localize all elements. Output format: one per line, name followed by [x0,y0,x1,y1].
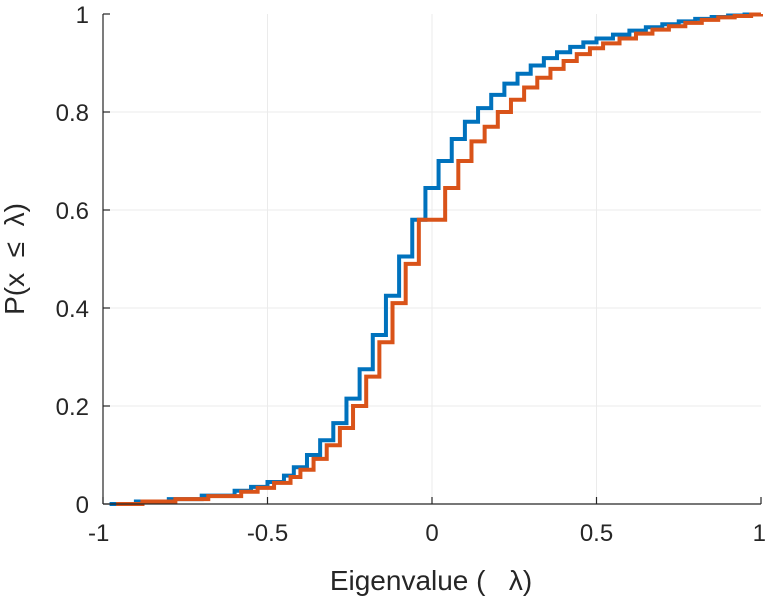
x-tick-label: 1 [753,520,766,547]
grid-lines [103,14,761,504]
y-tick-label: 0 [76,492,89,519]
tick-labels: -1 -0.5 0 0.5 1 0 0.2 0.4 0.6 0.8 1 [56,2,766,547]
x-tick-label: 0.5 [580,520,613,547]
y-axis-title: P(x ≤ λ) [0,203,30,315]
axes [102,13,762,505]
y-tick-label: 1 [76,2,89,29]
series-line-1 [109,12,763,506]
series-line-2 [116,12,763,506]
y-tick-label: 0.8 [56,100,89,127]
y-tick-label: 0.4 [56,296,89,323]
series-group [109,12,763,506]
x-axis-title: Eigenvalue ( λ) [330,565,532,596]
y-tick-label: 0.6 [56,198,89,225]
x-tick-label: -0.5 [247,520,288,547]
y-tick-label: 0.2 [56,394,89,421]
x-tick-label: 0 [425,520,438,547]
x-tick-label: -1 [88,520,109,547]
